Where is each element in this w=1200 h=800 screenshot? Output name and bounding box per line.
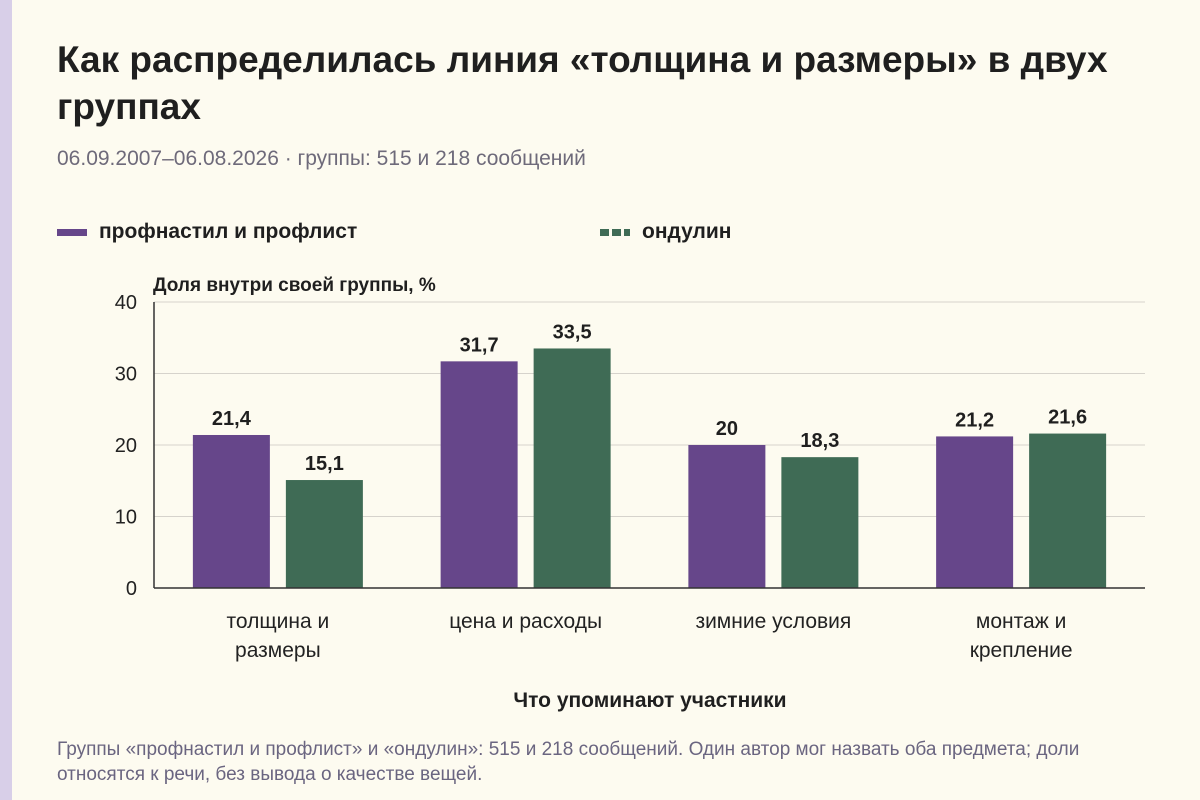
bar-series-2-cat-2: [533, 348, 611, 588]
bar-series-1-cat-2: [440, 361, 518, 588]
bar-series-2-cat-4: [1029, 433, 1107, 588]
legend-item-series-1: профнастил и профлист: [57, 220, 357, 244]
y-tick-label: 40: [115, 292, 137, 314]
value-label: 33,5: [553, 321, 592, 343]
y-tick-label: 20: [115, 435, 137, 457]
x-tick-label-line: размеры: [235, 639, 321, 662]
y-tick-label: 0: [126, 578, 137, 600]
bar-series-1-cat-3: [688, 445, 766, 588]
x-tick-label-line: толщина и: [227, 610, 330, 633]
value-label: 15,1: [305, 453, 344, 475]
value-label: 18,3: [800, 430, 839, 452]
x-tick-label: зимние условия: [695, 610, 851, 633]
x-tick-label-line: цена и расходы: [449, 610, 602, 633]
legend-label-series-2: ондулин: [642, 220, 732, 243]
value-label: 31,7: [460, 334, 499, 356]
value-labels: 21,4 15,1 31,7 33,5 20 18,3 21,2 21,6: [212, 321, 1087, 475]
chart-title: Как распределилась линия «толщина и разм…: [57, 39, 1108, 127]
axes: [153, 302, 1145, 589]
y-axis-label: Доля внутри своей группы, %: [153, 275, 436, 296]
value-label: 21,2: [955, 409, 994, 431]
value-label: 21,4: [212, 408, 252, 430]
x-tick-label: монтаж и крепление: [970, 610, 1073, 662]
x-tick-label-line: крепление: [970, 639, 1073, 662]
x-axis-ticks: толщина и размеры цена и расходы зимние усл…: [227, 610, 1073, 662]
legend-item-series-2: ондулин: [600, 220, 731, 244]
bar-series-1-cat-4: [936, 436, 1014, 588]
y-tick-label: 30: [115, 364, 137, 386]
legend-swatch-series-2: [600, 228, 630, 236]
legend-swatch-series-1: [57, 228, 87, 236]
footnote: Группы «профнастил и профлист» и «ондули…: [57, 739, 1080, 785]
x-axis-label: Что упоминают участники: [513, 689, 786, 712]
bar-series-2-cat-1: [285, 480, 363, 588]
x-tick-label-line: зимние условия: [695, 610, 851, 633]
y-tick-label: 10: [115, 507, 137, 529]
chart-subtitle: 06.09.2007–06.08.2026 · группы: 515 и 21…: [57, 147, 586, 170]
y-axis-ticks: 0 10 20 30 40: [115, 292, 137, 600]
value-label: 21,6: [1048, 407, 1087, 429]
bar-series-1-cat-1: [192, 434, 270, 588]
x-tick-label: толщина и размеры: [227, 610, 330, 662]
bar-series-2-cat-3: [781, 457, 859, 588]
value-label: 20: [716, 418, 738, 440]
x-tick-label: цена и расходы: [449, 610, 602, 633]
left-accent-stripe: [0, 0, 12, 800]
x-tick-label-line: монтаж и: [976, 610, 1066, 633]
legend-label-series-1: профнастил и профлист: [99, 220, 358, 243]
bars: [192, 348, 1107, 588]
